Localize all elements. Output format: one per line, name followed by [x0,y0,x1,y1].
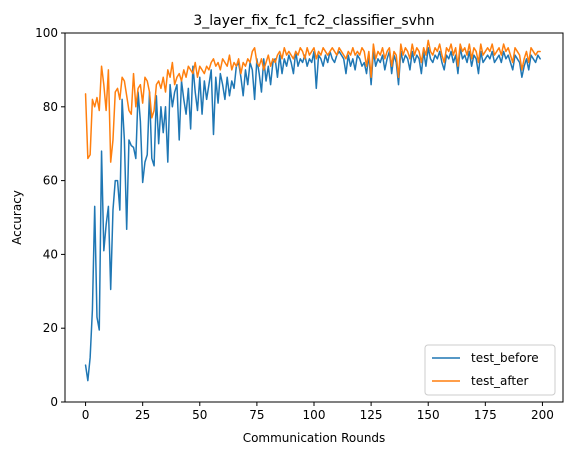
x-tick-label: 200 [531,408,554,422]
y-axis: 0 20 40 60 80 100 [35,26,65,409]
y-tick-label: 20 [43,321,58,335]
x-tick-label: 125 [360,408,383,422]
legend: test_before test_after [424,344,556,396]
series-line-test-before [84,47,541,382]
x-tick-label: 175 [474,408,497,422]
x-tick-label: 0 [82,408,90,422]
y-tick-label: 40 [43,247,58,261]
legend-label-test-after: test_after [471,374,529,388]
y-tick-label: 80 [43,100,58,114]
x-axis-label: Communication Rounds [243,431,386,445]
y-tick-label: 60 [43,174,58,188]
y-tick-label: 100 [35,26,58,40]
x-tick-label: 100 [303,408,326,422]
y-axis-label: Accuracy [10,190,24,245]
x-axis: 0 25 50 75 100 125 150 175 200 [82,402,554,422]
y-tick-label: 0 [50,395,58,409]
series-layer [84,39,541,382]
x-tick-label: 25 [135,408,150,422]
x-tick-label: 75 [249,408,264,422]
series-line-test-after [84,39,541,163]
chart-title: 3_layer_fix_fc1_fc2_classifier_svhn [193,13,434,29]
legend-label-test-before: test_before [471,351,539,365]
x-tick-label: 150 [417,408,440,422]
x-tick-label: 50 [192,408,207,422]
